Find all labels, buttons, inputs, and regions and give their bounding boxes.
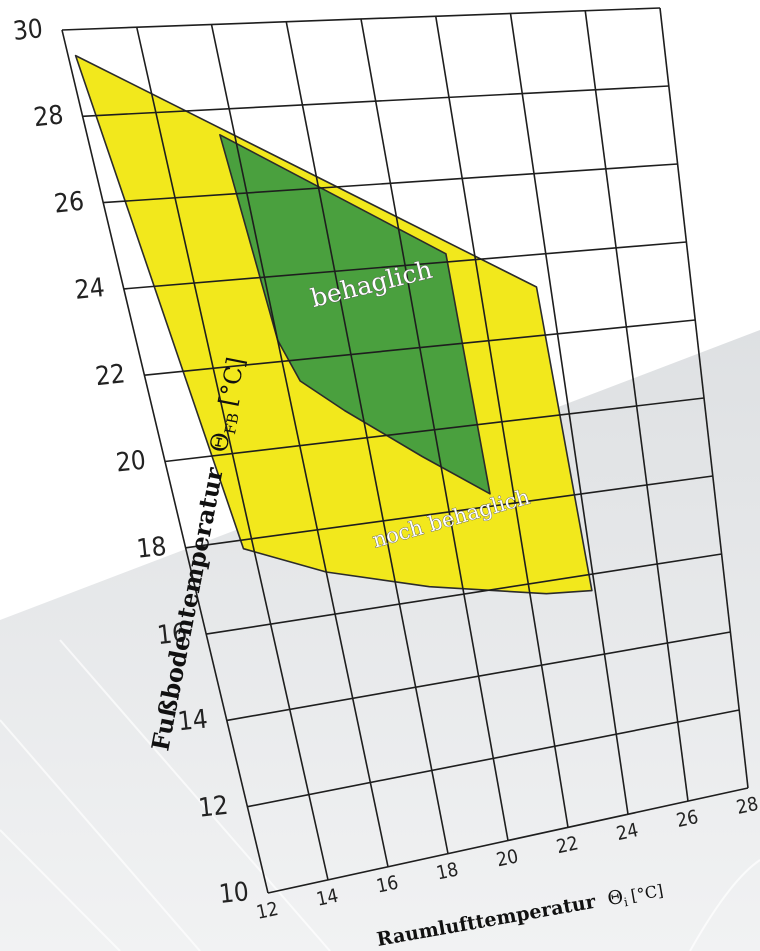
- region-behaglich: [219, 134, 491, 495]
- y-tick-label: 16: [156, 618, 189, 651]
- x-axis-title-symbol: Θ: [606, 886, 625, 910]
- y-tick-label: 22: [94, 359, 127, 392]
- grid: [61, 7, 749, 894]
- grid-line-horizontal: [61, 7, 661, 31]
- y-tick-label: 26: [53, 187, 86, 220]
- x-tick-label: 22: [554, 832, 580, 858]
- grid-line-horizontal: [226, 631, 731, 722]
- grid-line-horizontal: [247, 709, 740, 808]
- y-tick-label: 18: [135, 532, 168, 565]
- y-tick-label: 20: [115, 446, 148, 479]
- x-tick-label: 26: [674, 806, 700, 832]
- y-axis-title-subscript: FB: [221, 411, 243, 435]
- grid-line-horizontal: [103, 163, 678, 204]
- y-tick-label: 30: [12, 14, 45, 47]
- x-tick-label: 24: [614, 819, 640, 845]
- x-axis-title-subscript: i: [623, 895, 629, 909]
- x-tick-label: 28: [734, 793, 760, 819]
- y-tick-label: 28: [32, 100, 65, 133]
- x-tick-label: 18: [434, 858, 460, 884]
- grid-line-horizontal: [144, 319, 696, 376]
- x-tick-label: 14: [314, 885, 340, 911]
- x-tick-label: 12: [254, 898, 280, 924]
- y-tick-label: 12: [197, 791, 230, 824]
- y-tick-label: 14: [176, 704, 209, 737]
- grid-line-horizontal: [206, 553, 722, 635]
- grid-line-horizontal: [123, 241, 687, 290]
- x-tick-label: 16: [374, 872, 400, 898]
- grid-line-horizontal: [185, 475, 713, 549]
- y-tick-label: 10: [218, 877, 251, 910]
- background-decor: [0, 639, 760, 951]
- y-tick-labels: 10 12 14 16 18 20 22 24 26 28 30: [12, 14, 251, 910]
- grid-line-horizontal: [82, 85, 669, 118]
- x-tick-label: 20: [494, 845, 520, 871]
- grid-line-horizontal: [164, 397, 705, 463]
- grid-line-horizontal: [267, 787, 749, 894]
- x-tick-labels: 12 14 16 18 20 22 24 26 28: [254, 793, 760, 924]
- y-tick-label: 24: [73, 273, 106, 306]
